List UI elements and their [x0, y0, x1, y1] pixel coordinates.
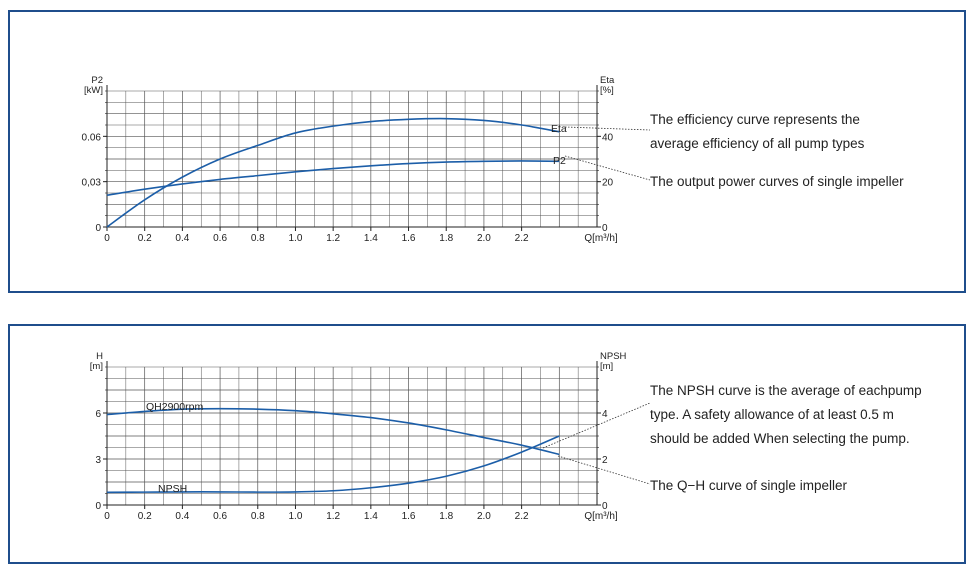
- power-efficiency-chart: 0 0.2 0.4 0.6 0.8 1.0 1.2 1.4 1.6 1.8 2.0 2.2 Q[m³/h…: [82, 75, 651, 244]
- x-tick-label: 0: [104, 233, 110, 244]
- x-tick-label: 0.8: [251, 511, 265, 522]
- p2-note: The output power curves of single impell…: [650, 174, 904, 189]
- series-line-npsh: [106, 435, 560, 494]
- head-npsh-chart: 0 0.2 0.4 0.6 0.8 1.0 1.2 1.4 1.6 1.8 2.0 2.2 Q[m³/h…: [90, 351, 651, 522]
- x-tick-label: 1.8: [439, 233, 453, 244]
- x-tick-label: 0.4: [175, 511, 189, 522]
- x-tick-label: 1.2: [326, 233, 340, 244]
- left-tick-label: 0: [95, 223, 101, 234]
- x-tick-label: 1.0: [289, 233, 303, 244]
- x-tick-label: 0: [104, 511, 110, 522]
- left-tick-label: 0.06: [82, 132, 102, 143]
- left-tick-label: 3: [95, 455, 101, 466]
- callout-leader: [542, 402, 651, 449]
- x-tick-label: 2.2: [515, 233, 529, 244]
- right-axis-unit: [%]: [600, 85, 614, 96]
- left-axis-unit: [m]: [90, 361, 103, 372]
- eta-note-line1: The efficiency curve represents the: [650, 112, 860, 127]
- head-npsh-panel: 0 0.2 0.4 0.6 0.8 1.0 1.2 1.4 1.6 1.8 2.0 2.2 Q[m³/h…: [8, 324, 966, 564]
- power-efficiency-panel: 0 0.2 0.4 0.6 0.8 1.0 1.2 1.4 1.6 1.8 2.0 2.2 Q[m³/h…: [8, 10, 966, 293]
- series-line-eta: [106, 117, 560, 228]
- x-axis-label: Q[m³/h]: [584, 233, 618, 244]
- x-tick-label: 0.8: [251, 233, 265, 244]
- x-tick-label: 1.4: [364, 511, 378, 522]
- left-axis-label: P2: [91, 75, 103, 86]
- callout-leader: [564, 155, 651, 181]
- x-tick-label: 2.0: [477, 511, 491, 522]
- left-tick-label: 0,03: [82, 178, 102, 189]
- x-tick-label: 0.6: [213, 233, 227, 244]
- series-label-npsh: NPSH: [158, 483, 187, 495]
- right-axis-unit: [m]: [600, 361, 613, 372]
- npsh-note-line3: should be added When selecting the pump.: [650, 431, 910, 446]
- x-tick-label: 0.2: [138, 233, 152, 244]
- right-tick-label: 20: [602, 178, 614, 189]
- right-tick-label: 2: [602, 455, 608, 466]
- x-tick-label: 1.6: [402, 233, 416, 244]
- x-tick-label: 1.6: [402, 511, 416, 522]
- series-line-qh2900rpm: [106, 407, 560, 456]
- callout-leader: [564, 126, 651, 131]
- right-tick-label: 4: [602, 409, 608, 420]
- x-tick-label: 0.4: [175, 233, 189, 244]
- left-axis-unit: [kW]: [84, 85, 103, 96]
- left-tick-label: 0: [95, 501, 101, 512]
- eta-note-line2: average efficiency of all pump types: [650, 136, 865, 151]
- x-tick-label: 2.0: [477, 233, 491, 244]
- npsh-note-line1: The NPSH curve is the average of eachpum…: [650, 383, 922, 398]
- x-axis-label: Q[m³/h]: [584, 511, 618, 522]
- x-tick-label: 1.0: [289, 511, 303, 522]
- right-tick-label: 0: [602, 501, 608, 512]
- right-axis-label: NPSH: [600, 351, 627, 362]
- series-label-eta: Eta: [551, 123, 567, 135]
- x-tick-label: 2.2: [515, 511, 529, 522]
- series-label-p2: P2: [553, 155, 566, 167]
- x-tick-label: 1.2: [326, 511, 340, 522]
- series-label-qh: QH2900rpm: [146, 401, 203, 413]
- npsh-note-line2: type. A safety allowance of at least 0.5…: [650, 407, 894, 422]
- x-tick-label: 0.2: [138, 511, 152, 522]
- x-tick-label: 1.8: [439, 511, 453, 522]
- left-axis-label: H: [96, 351, 103, 362]
- x-tick-label: 0.6: [213, 511, 227, 522]
- right-tick-label: 40: [602, 132, 614, 143]
- left-tick-label: 6: [95, 409, 101, 420]
- callout-leader: [557, 455, 651, 485]
- x-tick-label: 1.4: [364, 233, 378, 244]
- right-axis-label: Eta: [600, 75, 615, 86]
- qh-note: The Q−H curve of single impeller: [650, 478, 847, 493]
- right-tick-label: 0: [602, 223, 608, 234]
- series-line-p2: [106, 160, 560, 197]
